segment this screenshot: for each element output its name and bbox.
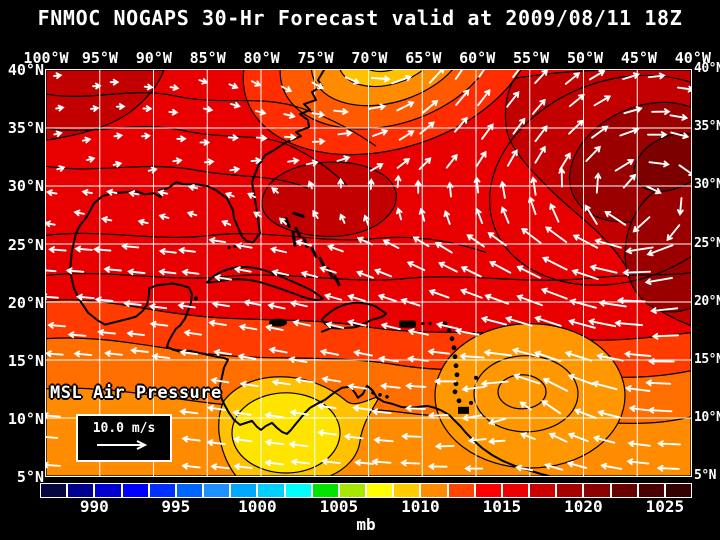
colorbar-cell [557,484,583,497]
wind-arrows [46,70,691,472]
lon-tick-label: 85°W [189,49,226,67]
page-title: FNMOC NOGAPS 30-Hr Forecast valid at 200… [37,6,683,30]
map-canvas [46,70,691,476]
lat-tick-label: 25°N [694,235,720,251]
lon-tick-label: 90°W [135,49,172,67]
colorbar-tick: 990 [79,497,109,516]
isobar-contours [46,74,691,433]
colorbar-cell [502,484,529,497]
colorbar-cell [367,484,393,497]
wind-legend-arrow-icon [97,440,148,450]
lat-tick-label: 15°N [694,352,720,367]
lon-tick-label: 40°W [674,49,711,67]
colorbar-cell [475,484,501,497]
colorbar-cell [312,484,338,497]
colorbar-cell [638,484,664,497]
colorbar-cell [204,484,230,497]
colorbar-cell [231,484,257,497]
pressure-colorbar [40,483,692,498]
coastlines [69,70,550,476]
lon-tick-label: 50°W [566,49,604,67]
lat-tick-label: 30°N [7,177,44,196]
lat-tick-label: 40°N [694,61,720,76]
forecast-map [45,69,692,477]
colorbar-unit-label: mb [356,515,376,534]
lon-tick-label: 75°W [297,49,334,67]
lat-tick-label: 15°N [7,352,44,370]
colorbar-cell [394,484,420,497]
graticule-gridlines [46,70,691,476]
lat-tick-label: 10°N [694,410,720,426]
colorbar-cell [584,484,610,497]
colorbar-cell [122,484,148,497]
lat-tick-label: 20°N [7,293,44,312]
lat-tick-label: 30°N [694,177,720,193]
lon-tick-label: 80°W [243,49,280,67]
colorbar-tick-labels: 990 995 1000 1005 1010 1015 1020 1025 [40,497,692,516]
lon-tick-label: 55°W [513,49,550,67]
lat-tick-label: 35°N [7,119,44,138]
lon-tick-label: 100°W [23,49,69,67]
lon-tick-label: 45°W [620,49,657,67]
colorbar-cell [68,484,94,497]
colorbar-tick: 1005 [319,497,359,516]
colorbar-tick: 1000 [238,497,277,516]
colorbar-cell [421,484,447,497]
colorbar-cell [95,484,121,497]
lat-tick-label: 5°N [694,468,716,484]
coast-hispaniola [321,301,387,333]
high-topleft [46,70,165,141]
colorbar-cell [611,484,637,497]
colorbar-cell [448,484,474,497]
colorbar-cell [339,484,366,497]
lon-tick-label: 95°W [81,49,118,67]
colorbar-cell [258,484,284,497]
colorbar-tick: 1020 [564,497,603,516]
colorbar-tick: 1015 [482,497,522,516]
wind-legend-box: 10.0 m/s [76,414,172,462]
lat-tick-label: 40°N [7,61,44,79]
island-puerto-rico [399,320,416,328]
lat-tick-label: 35°N [694,119,720,135]
colorbar-tick: 1025 [645,497,685,516]
colorbar-cell [149,484,175,497]
colorbar-tick: 1010 [401,497,440,516]
lat-tick-label: 5°N [16,468,44,487]
wind-legend-speed: 10.0 m/s [92,421,156,436]
lat-tick-label: 10°N [7,410,44,429]
lon-tick-label: 70°W [351,49,388,67]
colorbar-cell [530,484,556,497]
lat-tick-label: 20°N [694,293,720,309]
lon-tick-label: 65°W [405,49,442,67]
colorbar-tick: 995 [161,497,191,516]
coast-north-central-america [69,70,550,476]
colorbar-cell [176,484,203,497]
island-trinidad [458,406,469,414]
lat-tick-label: 25°N [7,235,44,254]
coast-islands [194,242,478,414]
field-label: MSL Air Pressure [50,383,222,403]
island-jamaica [269,318,287,327]
colorbar-cell [665,484,692,497]
lon-tick-label: 60°W [459,49,496,67]
colorbar-cell [285,484,311,497]
colorbar-cell [41,484,67,497]
